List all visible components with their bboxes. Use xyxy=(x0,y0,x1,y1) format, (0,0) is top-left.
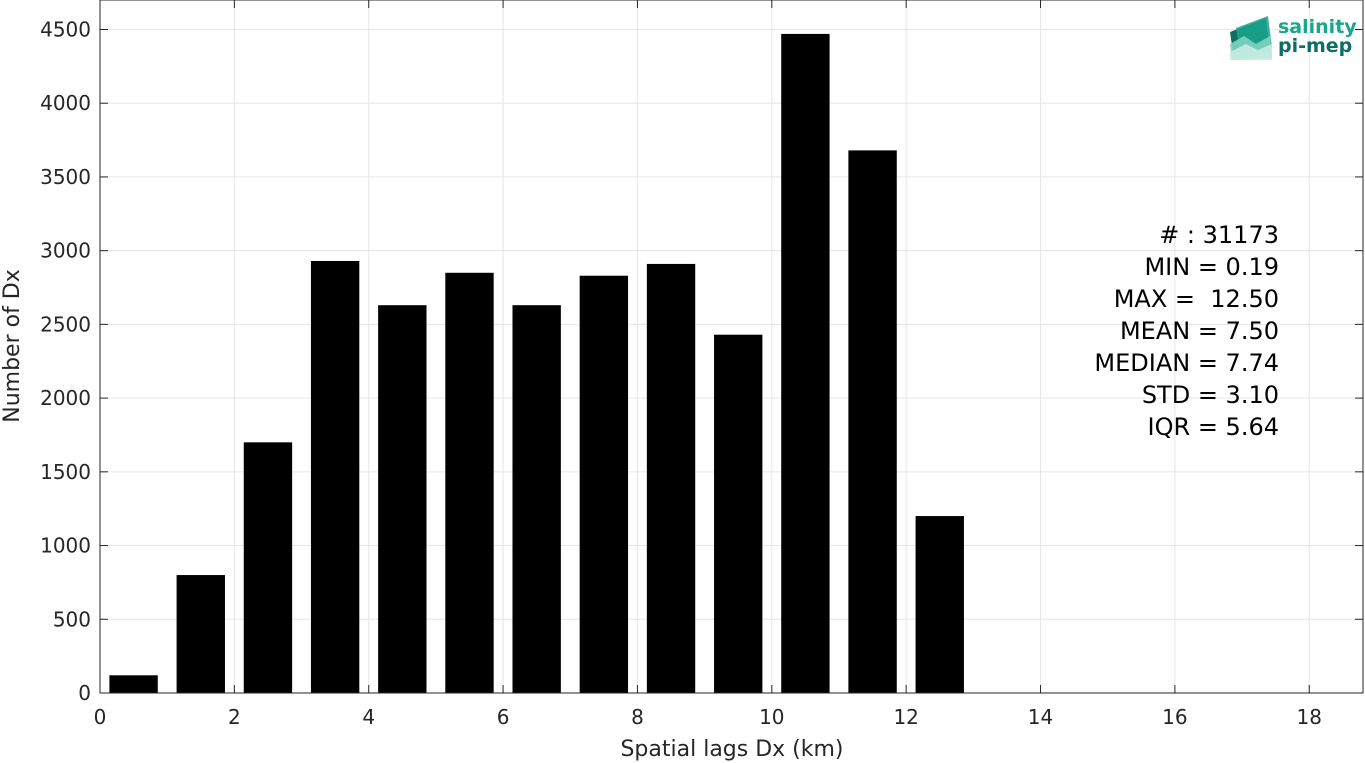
x-tick-label: 8 xyxy=(631,705,644,729)
x-tick-label: 6 xyxy=(497,705,510,729)
x-tick-label: 0 xyxy=(94,705,107,729)
bar-2 xyxy=(243,442,293,693)
logo-text-pimep: pi-mep xyxy=(1278,35,1352,57)
y-tick-label: 3000 xyxy=(40,239,91,263)
bar-9 xyxy=(714,334,763,693)
bar-10 xyxy=(781,33,830,693)
bar-1 xyxy=(176,575,225,693)
x-tick-label: 10 xyxy=(759,705,784,729)
x-tick-label: 14 xyxy=(1028,705,1053,729)
salinity-pimep-logo: salinity pi-mep xyxy=(1230,16,1357,60)
plot-frame xyxy=(99,0,1364,694)
logo-text-salinity: salinity xyxy=(1278,16,1357,38)
bar-7 xyxy=(579,275,629,693)
y-tick-label: 4000 xyxy=(40,91,91,115)
x-tick-labels: 0 2 4 6 8 10 12 14 16 18 xyxy=(94,705,1322,729)
x-tick-label: 16 xyxy=(1162,705,1187,729)
bar-6 xyxy=(512,305,561,693)
x-tick-label: 18 xyxy=(1297,705,1322,729)
stat-count: # : 31173 xyxy=(1159,221,1279,249)
bar-12 xyxy=(915,516,964,693)
x-tick-label: 4 xyxy=(362,705,375,729)
bar-3 xyxy=(310,260,360,693)
bar-8 xyxy=(646,263,696,693)
stat-mean: MEAN = 7.50 xyxy=(1120,317,1279,345)
stat-median: MEDIAN = 7.74 xyxy=(1094,349,1279,377)
x-axis-label: Spatial lags Dx (km) xyxy=(620,737,843,762)
y-tick-label: 1500 xyxy=(40,460,91,484)
y-tick-label: 3500 xyxy=(40,165,91,189)
bar-5 xyxy=(445,272,494,693)
stats-annotation: # : 31173 MIN = 0.19 MAX = 12.50 MEAN = … xyxy=(1094,221,1279,441)
y-tick-label: 4500 xyxy=(40,17,91,41)
axis-ticks xyxy=(99,0,1363,694)
y-axis-label: Number of Dx xyxy=(0,269,25,423)
y-tick-label: 0 xyxy=(78,681,91,705)
bars xyxy=(109,33,964,693)
wave-logo-icon xyxy=(1230,16,1272,60)
y-tick-label: 1000 xyxy=(40,534,91,558)
stat-max: MAX = 12.50 xyxy=(1114,285,1279,313)
y-tick-label: 500 xyxy=(53,607,91,631)
y-tick-label: 2000 xyxy=(40,386,91,410)
stat-iqr: IQR = 5.64 xyxy=(1148,413,1279,441)
bar-4 xyxy=(378,305,427,693)
x-tick-label: 2 xyxy=(228,705,241,729)
stat-min: MIN = 0.19 xyxy=(1144,253,1279,281)
bar-11 xyxy=(848,150,897,693)
stat-std: STD = 3.10 xyxy=(1142,381,1279,409)
bar-0 xyxy=(109,675,158,693)
y-tick-label: 2500 xyxy=(40,312,91,336)
x-tick-label: 12 xyxy=(893,705,918,729)
y-tick-labels: 0 500 1000 1500 2000 2500 3000 3500 4000 4500 xyxy=(40,17,91,705)
